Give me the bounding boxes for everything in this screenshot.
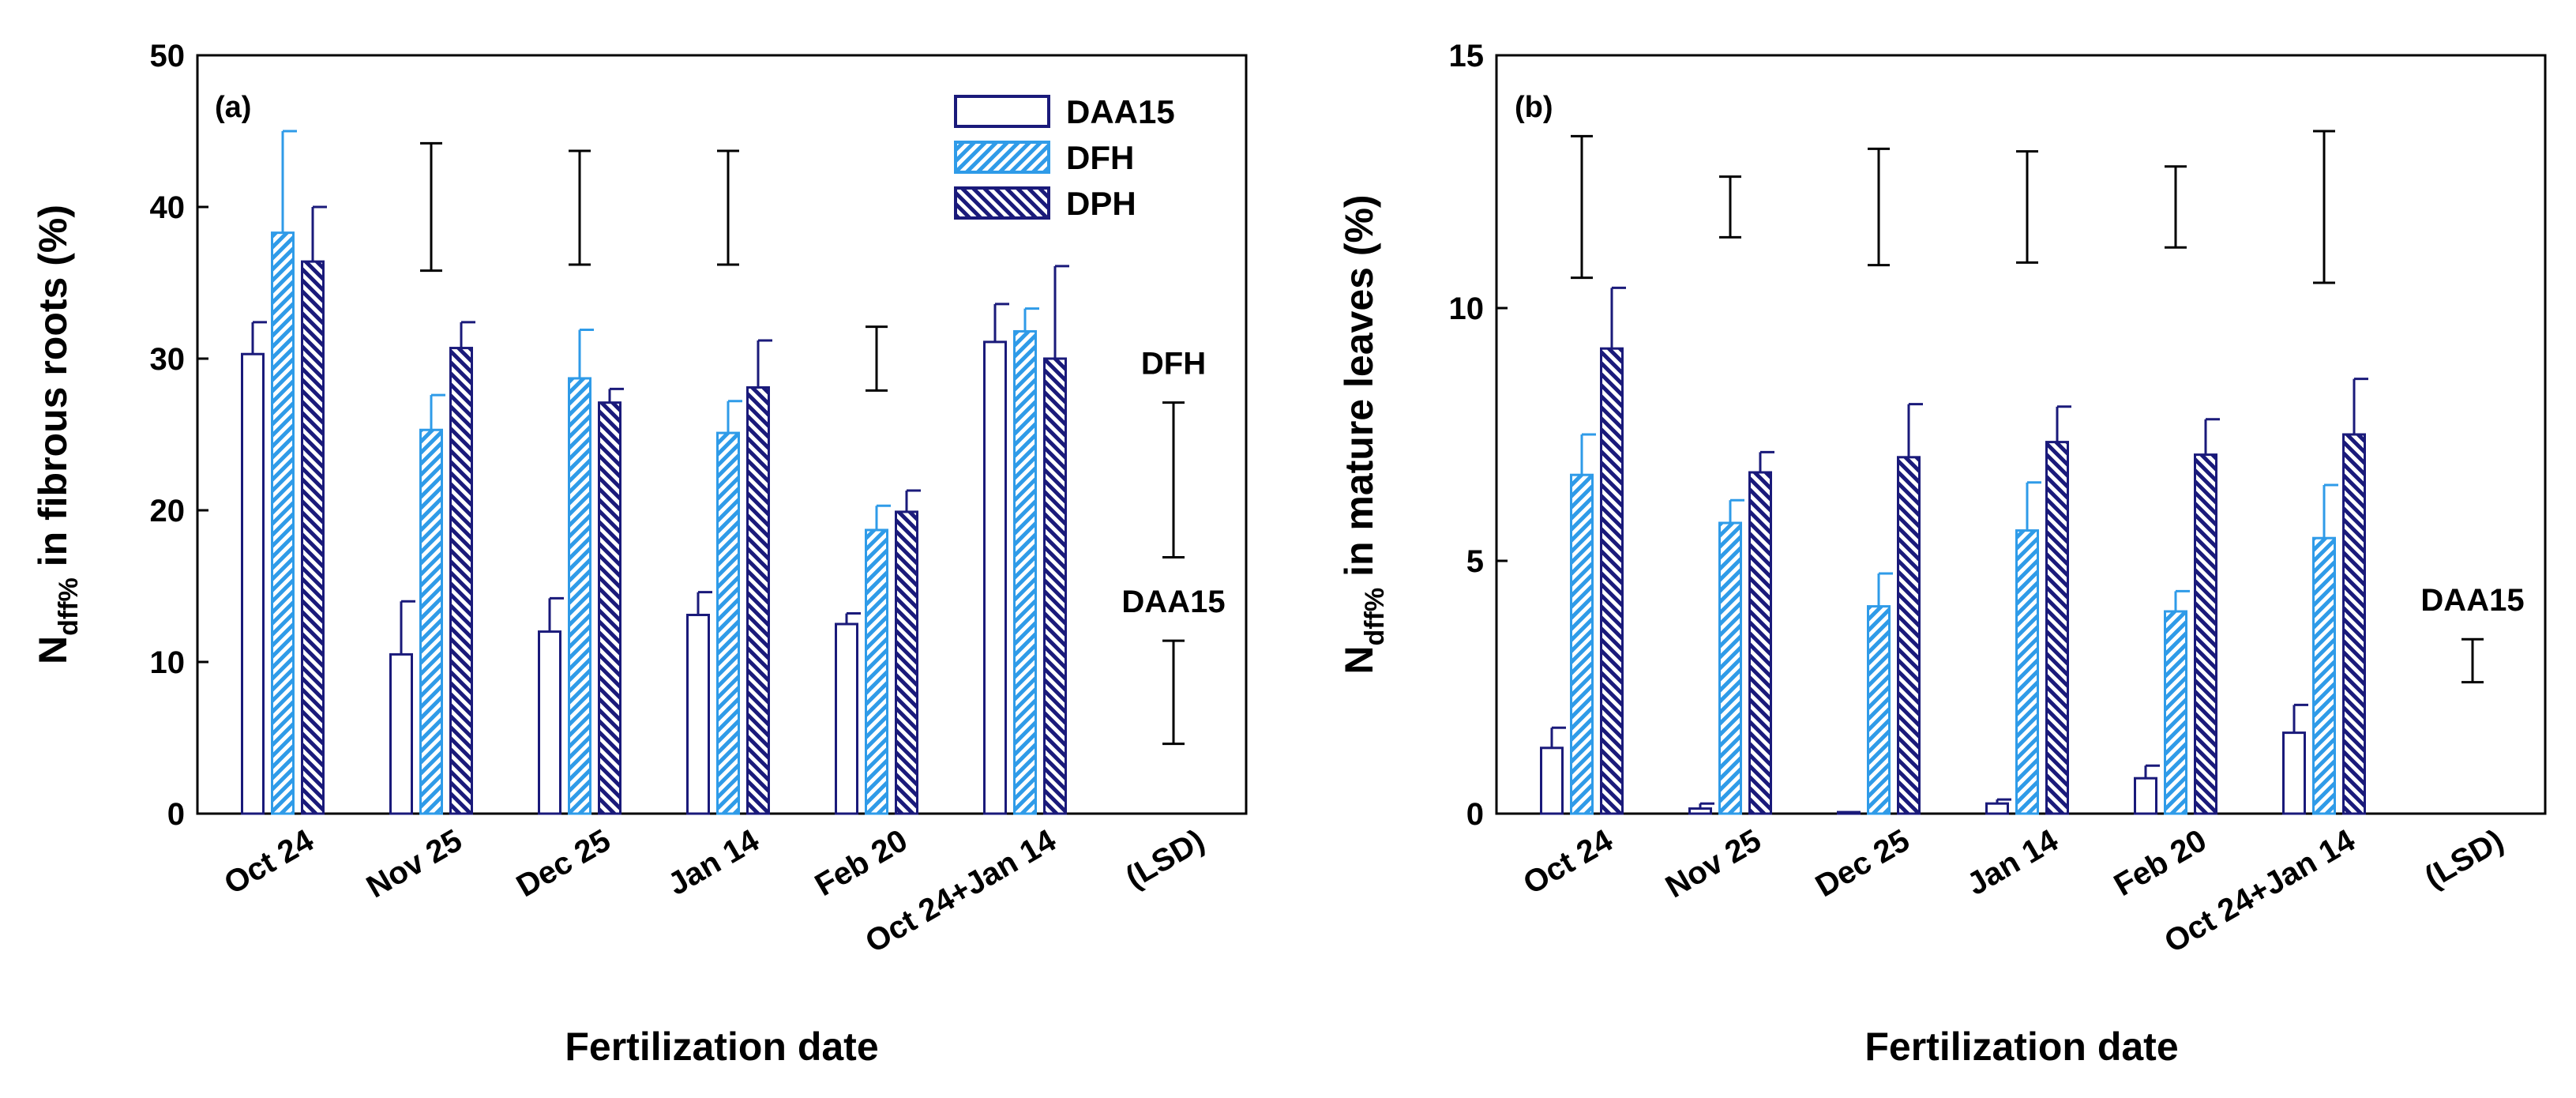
bar-daa15-feb-20 — [835, 622, 858, 815]
x-tick-label-nov-25: Nov 25 — [361, 823, 468, 905]
bar-dfh-dec-25 — [1867, 605, 1891, 815]
x-tick-label-jan-14: Jan 14 — [1962, 822, 2065, 902]
bar-daa15-dec-25 — [538, 630, 561, 815]
bar-dfh-oct-24 — [271, 231, 295, 815]
legend-swatch-dph — [954, 186, 1050, 220]
y-axis-title-a-rest: in fibrous roots (%) — [31, 205, 75, 577]
bar-daa15-oct-24-jan-14 — [2282, 731, 2306, 815]
y-axis-title-a-main: N — [31, 636, 75, 664]
x-tick-label-oct-24: Oct 24 — [219, 822, 321, 901]
legend-label-dph: DPH — [1066, 185, 1136, 222]
y-axis-title-a: Ndff% in fibrous roots (%) — [31, 205, 84, 664]
y-axis-ticks-b: 0 5 10 15 — [1449, 39, 1508, 832]
x-tick-label-feb-20: Feb 20 — [2108, 823, 2213, 903]
y-axis-title-b-sub: dff% — [1360, 588, 1390, 646]
bar-dph-dec-25 — [1897, 456, 1921, 815]
lsd-bars-a: DFH DAA15 — [420, 141, 1226, 746]
bar-daa15-oct-24 — [1540, 746, 1564, 815]
y-axis-title-a-sub: dff% — [54, 577, 84, 636]
panel-a: (a) 0 10 20 30 40 50 DFH DAA15 Oct 24 Nov 25 Dec… — [31, 39, 1248, 1069]
bar-dfh-jan-14 — [2015, 529, 2039, 815]
bar-daa15-jan-14 — [686, 613, 710, 815]
bar-daa15-dec-25 — [1837, 810, 1861, 815]
bar-dph-jan-14 — [746, 385, 770, 815]
legend-swatch-daa15 — [954, 95, 1050, 128]
bar-daa15-oct-24 — [241, 352, 265, 815]
panel-label-a: (a) — [215, 91, 251, 124]
legend: DAA15 DFH DPH — [954, 93, 1175, 222]
lsd-label-daa15: DAA15 — [2420, 583, 2524, 618]
x-tick-label-lsd: (LSD) — [1120, 823, 1210, 895]
y-tick-label: 15 — [1449, 39, 1485, 73]
y-tick-label: 20 — [150, 494, 186, 528]
y-axis-title-b-main: N — [1337, 645, 1381, 674]
bar-dph-oct-24 — [1600, 347, 1624, 815]
panel-b: (b) 0 5 10 15 DAA15 Oct 24 Nov 25 Dec 25 Jan 1… — [1337, 39, 2547, 1069]
bar-dph-feb-20 — [895, 510, 918, 815]
bar-dfh-jan-14 — [716, 431, 740, 815]
legend-swatch-dfh — [954, 141, 1050, 174]
bar-daa15-feb-20 — [2134, 776, 2157, 815]
y-tick-label: 10 — [150, 645, 186, 680]
bar-dph-oct-24-jan-14 — [2342, 433, 2366, 815]
legend-label-dfh: DFH — [1066, 139, 1134, 176]
bar-dfh-nov-25 — [419, 428, 443, 815]
bar-dfh-feb-20 — [865, 528, 888, 815]
bar-dfh-oct-24-jan-14 — [1013, 329, 1037, 815]
bar-daa15-jan-14 — [1985, 802, 2009, 815]
bar-daa15-nov-25 — [1688, 807, 1712, 815]
x-tick-label-dec-25: Dec 25 — [511, 823, 617, 904]
y-tick-label: 40 — [150, 190, 186, 225]
x-tick-label-nov-25: Nov 25 — [1660, 823, 1767, 905]
bar-dph-dec-25 — [598, 401, 621, 815]
bar-dfh-nov-25 — [1718, 521, 1742, 815]
bar-dph-nov-25 — [1748, 471, 1772, 815]
bar-daa15-oct-24-jan-14 — [983, 340, 1007, 815]
lsd-label-dfh: DFH — [1141, 347, 1206, 382]
lsd-bars-b: DAA15 — [1571, 130, 2525, 684]
y-tick-label: 30 — [150, 342, 186, 377]
bar-dph-oct-24 — [301, 260, 325, 815]
y-axis-ticks-a: 0 10 20 30 40 50 — [150, 39, 208, 832]
y-tick-label: 5 — [1466, 544, 1484, 579]
bar-dph-feb-20 — [2194, 453, 2217, 815]
y-axis-title-b: Ndff% in mature leaves (%) — [1337, 194, 1390, 674]
x-tick-label-dec-25: Dec 25 — [1810, 823, 1916, 904]
bar-dph-nov-25 — [449, 347, 473, 815]
bar-dfh-dec-25 — [568, 377, 591, 815]
legend-label-daa15: DAA15 — [1066, 93, 1175, 130]
y-tick-label: 0 — [167, 797, 185, 832]
bar-dph-jan-14 — [2045, 441, 2069, 815]
bar-dph-oct-24-jan-14 — [1043, 357, 1067, 815]
y-tick-label: 50 — [150, 39, 186, 73]
x-tick-label-oct-24: Oct 24 — [1518, 822, 1620, 901]
bar-dfh-oct-24-jan-14 — [2312, 536, 2336, 815]
x-axis-title-b: Fertilization date — [1864, 1025, 2178, 1069]
bar-dfh-feb-20 — [2164, 610, 2187, 815]
lsd-label-daa15: DAA15 — [1121, 585, 1225, 619]
panel-label-b: (b) — [1515, 91, 1553, 124]
bars-b — [1540, 286, 2368, 815]
y-tick-label: 0 — [1466, 797, 1484, 832]
bar-daa15-nov-25 — [389, 652, 413, 815]
bars-a — [241, 130, 1069, 815]
y-tick-label: 10 — [1449, 291, 1485, 326]
x-axis-title-a: Fertilization date — [565, 1025, 878, 1069]
y-axis-title-b-rest: in mature leaves (%) — [1337, 194, 1381, 587]
bar-dfh-oct-24 — [1570, 473, 1594, 815]
x-tick-label-jan-14: Jan 14 — [663, 822, 766, 902]
x-tick-label-lsd: (LSD) — [2419, 823, 2509, 895]
x-tick-label-feb-20: Feb 20 — [809, 823, 914, 903]
